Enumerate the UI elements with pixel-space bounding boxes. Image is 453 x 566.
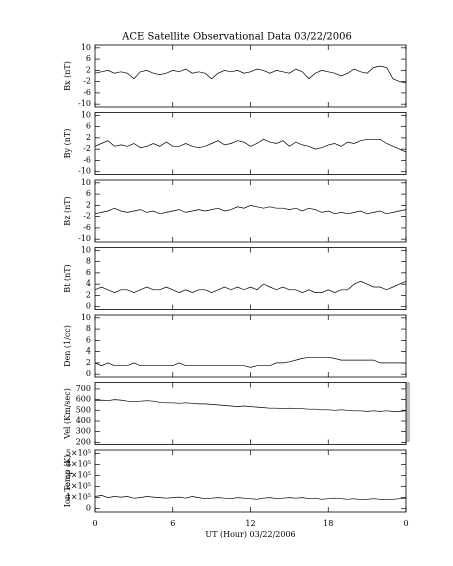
y-tick-label: 6 xyxy=(86,335,91,344)
x-tick-label: 12 xyxy=(245,519,255,528)
y-tick-label: 8 xyxy=(86,257,91,266)
y-tick-label: 10 xyxy=(81,43,91,52)
y-axis-label: Vel (Km/sec) xyxy=(63,388,72,440)
y-axis-label: By (nT) xyxy=(63,129,72,159)
y-tick-label: 2 xyxy=(86,200,91,209)
y-tick-label: 10 xyxy=(81,313,91,322)
x-axis-label: UT (Hour) 03/22/2006 xyxy=(205,530,295,539)
data-line xyxy=(94,356,406,368)
y-tick-label: 6 xyxy=(86,189,91,198)
data-gap-bar xyxy=(406,382,410,442)
y-tick-label: 2 xyxy=(86,65,91,74)
y-tick-label: -10 xyxy=(78,167,91,176)
y-tick-label: -6 xyxy=(83,88,91,97)
y-tick-label: 1×10⁵ xyxy=(66,493,91,502)
y-tick-label: 6 xyxy=(86,54,91,63)
y-tick-label: 2 xyxy=(86,133,91,142)
y-tick-label: 5×10⁵ xyxy=(66,448,91,457)
y-tick-label: -6 xyxy=(83,155,91,164)
chart-title: ACE Satellite Observational Data 03/22/2… xyxy=(121,32,352,43)
y-tick-label: 8 xyxy=(86,324,91,333)
data-line xyxy=(94,65,407,84)
y-tick-label: -10 xyxy=(78,99,91,108)
y-tick-label: 6 xyxy=(86,268,91,277)
x-tick-label: 6 xyxy=(170,519,175,528)
y-tick-label: 4 xyxy=(86,347,91,356)
y-tick-label: 6 xyxy=(86,122,91,131)
y-tick-label: 700 xyxy=(76,384,91,393)
y-tick-label: 10 xyxy=(81,110,91,119)
y-tick-label: 2×10⁵ xyxy=(66,482,91,491)
y-tick-label: -2 xyxy=(83,212,91,221)
x-tick-label: 0 xyxy=(403,519,408,528)
x-tick-label: 0 xyxy=(92,519,97,528)
y-tick-label: 600 xyxy=(76,395,91,404)
y-tick-label: -6 xyxy=(83,223,91,232)
y-tick-label: 0 xyxy=(86,504,91,513)
data-line xyxy=(94,399,407,412)
data-line xyxy=(94,138,407,153)
y-axis-label: Bx (nT) xyxy=(63,61,72,91)
y-tick-label: 4×10⁵ xyxy=(66,459,91,468)
y-tick-label: 10 xyxy=(81,178,91,187)
data-line xyxy=(94,205,407,215)
y-tick-label: -2 xyxy=(83,144,91,153)
data-line xyxy=(94,280,407,293)
y-axis-label: Ion Temp (K) xyxy=(63,455,72,508)
y-tick-label: 200 xyxy=(76,437,91,446)
x-tick-label: 18 xyxy=(323,519,333,528)
y-axis-label: Bz (nT) xyxy=(63,196,72,225)
y-tick-label: 0 xyxy=(86,302,91,311)
y-tick-label: 300 xyxy=(76,427,91,436)
y-tick-label: 400 xyxy=(76,416,91,425)
data-line xyxy=(94,495,407,501)
y-tick-label: 2 xyxy=(86,290,91,299)
y-axis-label: Bt (nT) xyxy=(63,264,72,292)
y-tick-label: 2 xyxy=(86,358,91,367)
y-tick-label: -2 xyxy=(83,77,91,86)
y-tick-label: 3×10⁵ xyxy=(66,470,91,479)
y-tick-label: -10 xyxy=(78,234,91,243)
y-axis-label: Den (1/cc) xyxy=(63,325,72,367)
y-tick-label: 10 xyxy=(81,245,91,254)
y-tick-label: 500 xyxy=(76,405,91,414)
y-tick-label: 0 xyxy=(86,369,91,378)
y-tick-label: 4 xyxy=(86,279,91,288)
